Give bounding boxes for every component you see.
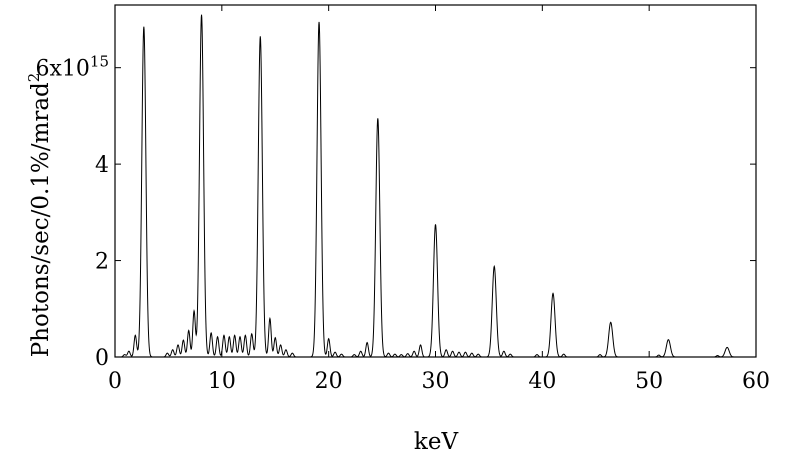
x-tick-label-30: 30 xyxy=(422,369,450,394)
plot-frame xyxy=(114,4,757,358)
axis-ticks xyxy=(114,5,757,358)
x-tick-labels: 0 10 20 30 40 50 60 xyxy=(108,369,770,394)
x-tick-label-10: 10 xyxy=(208,369,236,394)
spectrum-curve-group xyxy=(117,14,755,358)
x-tick-label-40: 40 xyxy=(528,369,556,394)
spectrum-line xyxy=(117,14,755,358)
y-tick-label-6: 6x1015 xyxy=(36,53,110,82)
x-tick-label-20: 20 xyxy=(315,369,343,394)
plot-area xyxy=(114,4,757,358)
y-tick-label-0: 0 xyxy=(95,346,109,371)
y-tick-labels: 0 2 4 6x1015 xyxy=(36,53,110,371)
y-tick-label-2: 2 xyxy=(95,250,109,275)
x-axis-label: keV xyxy=(414,429,459,455)
x-tick-label-0: 0 xyxy=(108,369,122,394)
y-tick-label-4: 4 xyxy=(95,153,109,178)
x-tick-label-60: 60 xyxy=(742,369,770,394)
y-axis-label: Photons/sec/0.1%/mrad2 xyxy=(25,73,54,358)
x-tick-label-50: 50 xyxy=(635,369,663,394)
